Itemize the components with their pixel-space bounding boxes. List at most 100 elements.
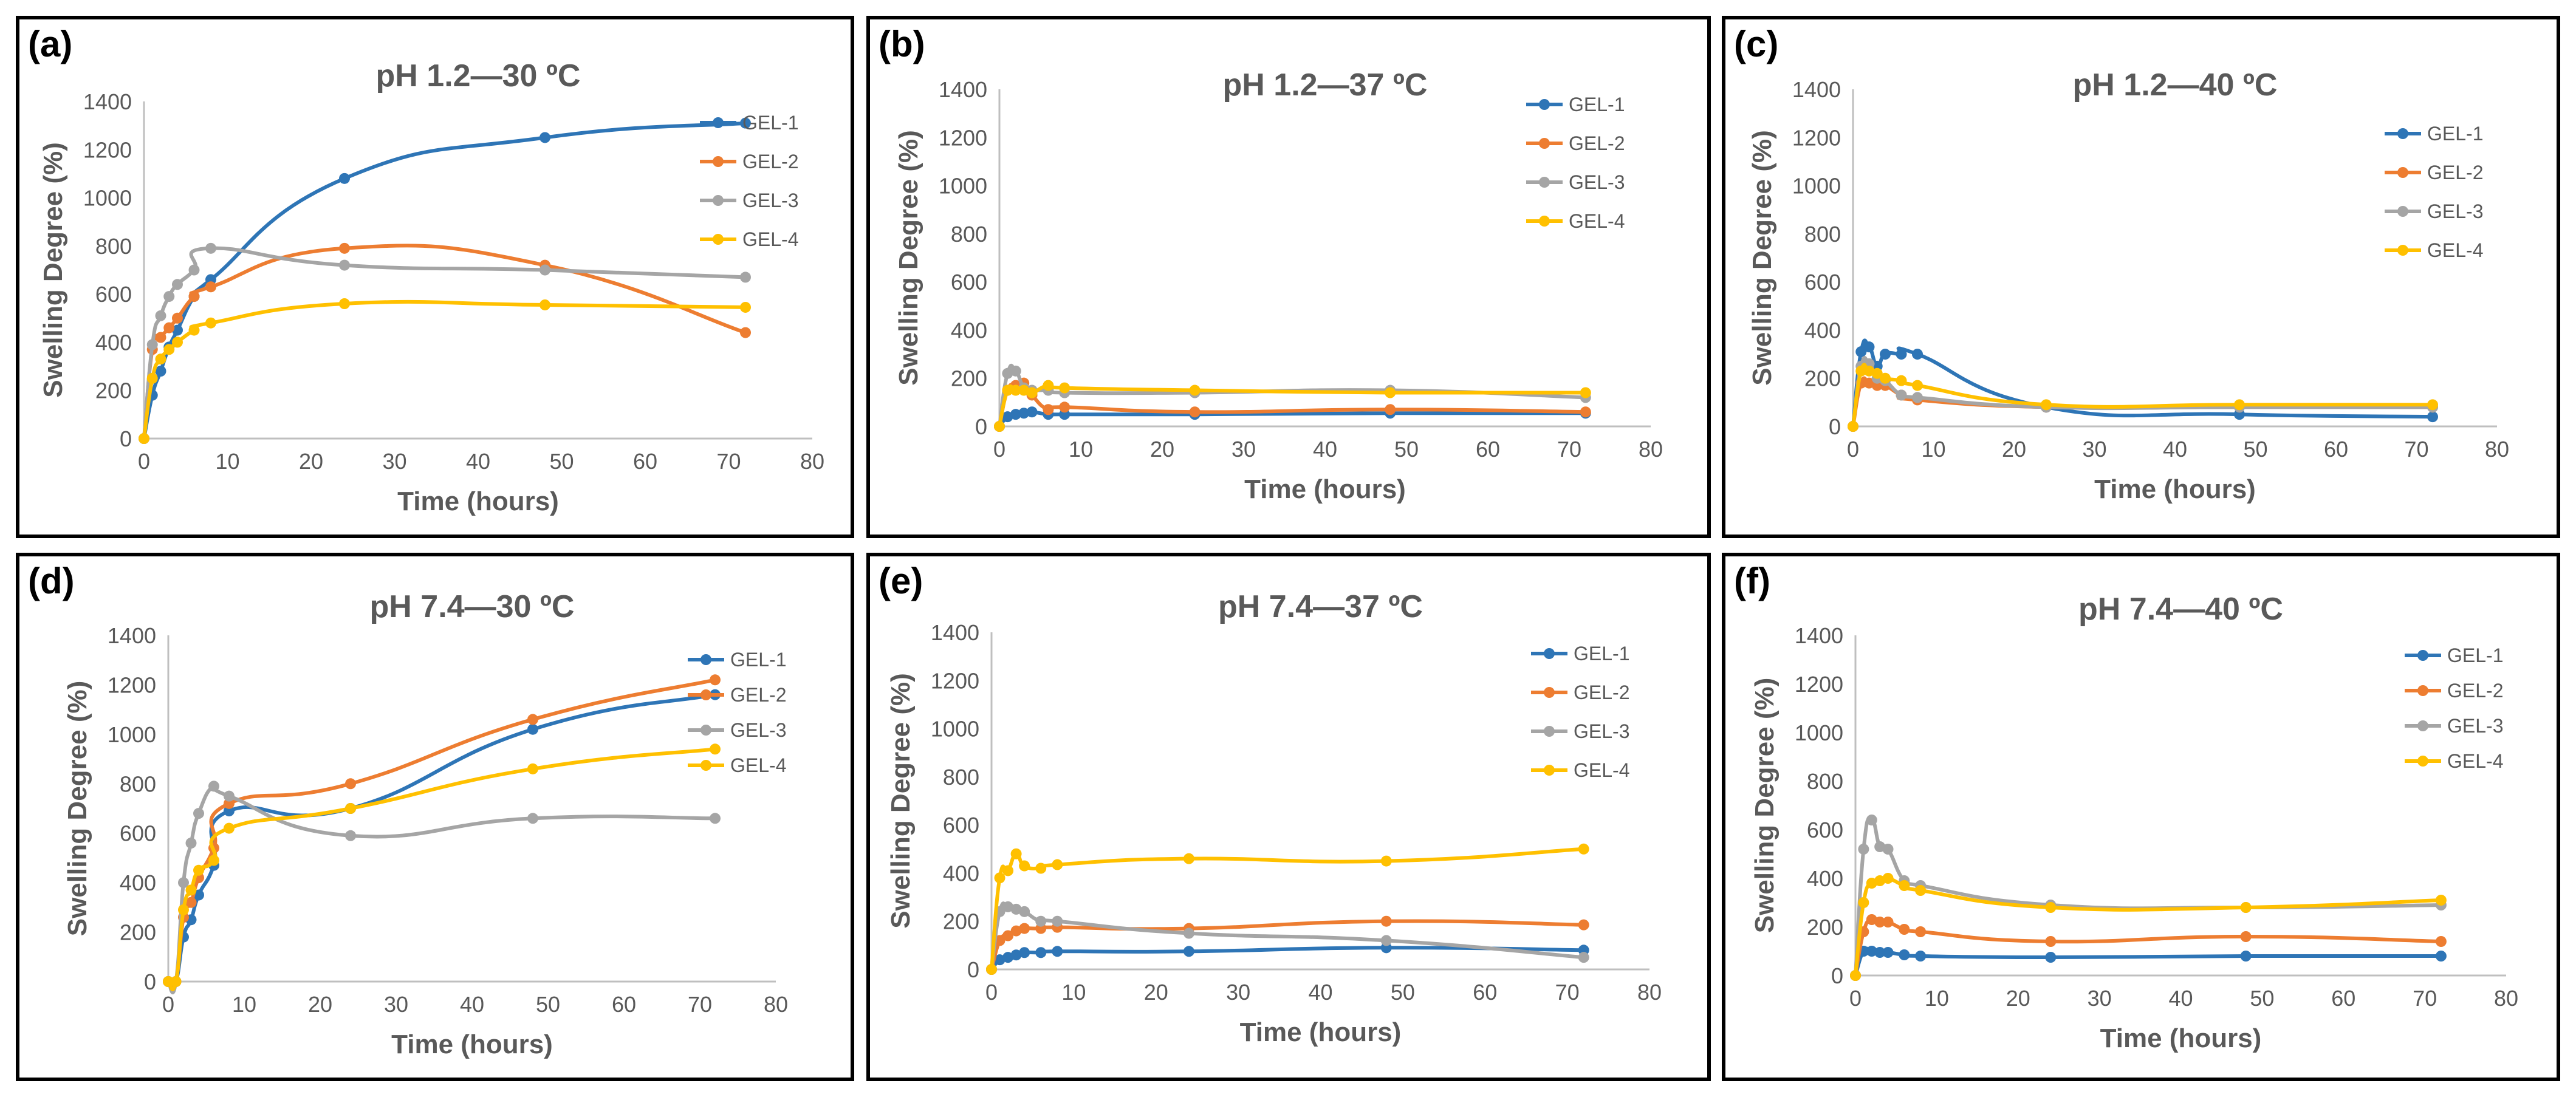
panel-label: (b) bbox=[879, 24, 925, 64]
y-tick-label: 200 bbox=[951, 366, 987, 391]
y-tick-label: 400 bbox=[1804, 318, 1841, 343]
panel-label: (a) bbox=[28, 24, 73, 64]
y-tick-label: 400 bbox=[120, 870, 156, 895]
chart-a-svg: pH 1.2—30 ºC 0 200 400 600 800 1000 1200 1400 0 10… bbox=[38, 58, 824, 516]
series-line-gel-1 bbox=[142, 121, 747, 440]
series-line-gel-2 bbox=[166, 678, 717, 991]
legend-entry: GEL-4 bbox=[2447, 750, 2503, 772]
legend-marker bbox=[1539, 177, 1550, 188]
legend-entry: GEL-1 bbox=[742, 112, 798, 134]
chart-panel-b: pH 1.2—37 ºC 0 200 400 600 800 1000 1200 1400 0 10… bbox=[866, 16, 1711, 538]
data-point bbox=[1019, 860, 1030, 872]
legend-marker bbox=[2397, 206, 2408, 217]
data-point bbox=[710, 743, 721, 755]
y-tick-label: 0 bbox=[1829, 414, 1841, 439]
data-point bbox=[1874, 947, 1886, 958]
data-point bbox=[527, 723, 538, 735]
panel-label: (d) bbox=[28, 561, 75, 601]
chart-f-svg: pH 7.4—40 ºC 0 200 400 600 800 1000 1200 1400 0 10… bbox=[1750, 592, 2518, 1053]
data-point bbox=[1874, 917, 1886, 927]
data-point bbox=[205, 281, 216, 293]
legend-entry: GEL-1 bbox=[1569, 94, 1625, 115]
data-point bbox=[1580, 406, 1591, 418]
legend-entry: GEL-2 bbox=[2447, 680, 2503, 702]
data-point bbox=[2240, 951, 2252, 962]
data-point bbox=[540, 299, 550, 310]
data-point bbox=[1010, 925, 1022, 937]
data-point bbox=[1002, 384, 1013, 396]
y-tick-label: 1200 bbox=[1792, 125, 1841, 150]
y-tick-label: 400 bbox=[95, 330, 132, 355]
chart-title: pH 1.2—30 ºC bbox=[376, 58, 581, 94]
x-tick-label: 40 bbox=[1308, 980, 1332, 1005]
data-point bbox=[1899, 880, 1910, 891]
data-point bbox=[1010, 384, 1021, 396]
x-tick-label: 50 bbox=[1394, 437, 1419, 462]
legend-marker bbox=[713, 117, 724, 128]
data-point bbox=[224, 822, 235, 834]
data-point bbox=[1189, 406, 1201, 418]
x-tick-label: 50 bbox=[2243, 437, 2267, 462]
y-tick-label: 800 bbox=[1807, 769, 1843, 794]
x-tick-label: 80 bbox=[2494, 986, 2518, 1011]
x-tick-label: 20 bbox=[299, 449, 323, 474]
x-tick-label: 80 bbox=[2485, 437, 2509, 462]
y-tick-label: 200 bbox=[120, 920, 156, 945]
x-tick-label: 70 bbox=[716, 449, 741, 474]
x-tick-label: 0 bbox=[162, 992, 174, 1017]
data-point bbox=[1896, 389, 1907, 401]
x-tick-label: 0 bbox=[985, 980, 998, 1005]
data-point bbox=[163, 291, 175, 302]
y-tick-label: 1000 bbox=[1792, 174, 1841, 199]
y-tick-label: 1200 bbox=[939, 125, 987, 150]
y-tick-label: 1000 bbox=[931, 717, 979, 742]
data-point bbox=[1915, 926, 1927, 937]
series-line-gel-1 bbox=[990, 946, 1586, 971]
data-point bbox=[2435, 936, 2447, 947]
y-tick-label: 400 bbox=[1807, 866, 1843, 891]
data-point bbox=[1035, 863, 1047, 874]
legend-marker bbox=[2397, 128, 2408, 139]
series-line-gel-4 bbox=[142, 299, 747, 440]
data-point bbox=[1018, 408, 1030, 419]
series-line-gel-4 bbox=[166, 747, 717, 991]
series-line-gel-4 bbox=[1854, 876, 2443, 977]
data-point bbox=[146, 339, 158, 350]
y-tick-label: 1400 bbox=[931, 620, 979, 645]
data-point bbox=[163, 344, 175, 355]
x-tick-label: 70 bbox=[688, 992, 712, 1017]
data-point bbox=[1578, 919, 1589, 931]
data-point bbox=[185, 884, 197, 896]
x-tick-label: 30 bbox=[1231, 437, 1256, 462]
x-axis-label: Time (hours) bbox=[2100, 1023, 2262, 1053]
data-point bbox=[345, 803, 356, 814]
data-point bbox=[1019, 947, 1030, 958]
data-point bbox=[1882, 873, 1894, 884]
legend-entry: GEL-2 bbox=[2427, 162, 2483, 183]
x-tick-label: 40 bbox=[2168, 986, 2193, 1011]
chart-panel-f: pH 7.4—40 ºC 0 200 400 600 800 1000 1200 1400 0 10… bbox=[1722, 553, 2560, 1081]
chart-title: pH 7.4—40 ºC bbox=[2078, 592, 2283, 627]
data-point bbox=[172, 324, 183, 336]
data-point bbox=[1858, 897, 1869, 908]
y-tick-label: 400 bbox=[951, 318, 987, 343]
data-point bbox=[994, 872, 1005, 884]
x-tick-label: 0 bbox=[1849, 986, 1862, 1011]
data-point bbox=[1043, 404, 1054, 415]
legend-entry: GEL-3 bbox=[2427, 200, 2483, 222]
data-point bbox=[188, 324, 200, 336]
legend-entry: GEL-4 bbox=[1569, 210, 1625, 232]
x-axis-label: Time (hours) bbox=[391, 1030, 553, 1059]
x-tick-label: 60 bbox=[633, 449, 657, 474]
legend-marker bbox=[2397, 167, 2408, 178]
data-point bbox=[1002, 901, 1014, 912]
legend-entry: GEL-1 bbox=[730, 649, 786, 671]
data-point bbox=[986, 964, 997, 975]
data-point bbox=[1915, 951, 1927, 962]
data-point bbox=[2041, 399, 2052, 411]
data-point bbox=[1002, 865, 1014, 876]
x-tick-label: 80 bbox=[800, 449, 824, 474]
y-tick-label: 1400 bbox=[1792, 77, 1841, 102]
series-line-gel-3 bbox=[166, 782, 717, 994]
data-point bbox=[345, 778, 356, 790]
